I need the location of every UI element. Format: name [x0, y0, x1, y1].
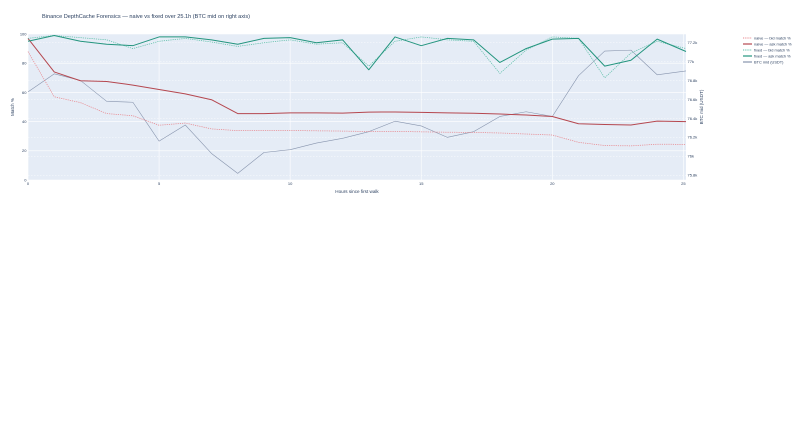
y2-tick-label: 77k	[688, 59, 694, 64]
y-tick-label: 20	[22, 148, 27, 153]
x-tick-label: 15	[419, 181, 424, 186]
y-axis-ticks: 0 20 40 60 80 100	[20, 31, 27, 182]
x-axis-ticks: 0 5 10 15 20 25	[27, 181, 686, 186]
y-tick-label: 60	[22, 90, 27, 95]
y2-tick-label: 75.8k	[688, 173, 698, 178]
x-tick-label: 25	[681, 181, 686, 186]
series-lines	[27, 34, 687, 174]
x-tick-label: 5	[158, 181, 161, 186]
y2-axis-title: BTC mid (USDT)	[699, 89, 704, 124]
legend-label: fixed — ask match %	[754, 53, 791, 58]
legend-label: naive — ask match %	[754, 41, 792, 46]
y2-tick-label: 76.8k	[688, 78, 698, 83]
chart-title: Binance DepthCache Forensics — naive vs …	[42, 14, 250, 20]
legend[interactable]: naive — bid match %naive — ask match %fi…	[743, 35, 792, 64]
y2-tick-label: 76.2k	[688, 135, 698, 140]
y-tick-label: 100	[20, 31, 27, 36]
series-line	[27, 49, 687, 174]
y2-axis-ticks: 75.8k 76k 76.2k 76.4k 76.6k 76.8k 77k 77.2k	[688, 40, 698, 178]
y2-tick-label: 76.6k	[688, 97, 698, 102]
x-axis-title: Hours since first walk	[335, 189, 379, 194]
series-line	[27, 51, 687, 147]
legend-label: fixed — bid match %	[754, 47, 790, 52]
legend-label: BTC mid (USDT)	[754, 59, 784, 64]
x-tick-label: 20	[550, 181, 555, 186]
legend-label: naive — bid match %	[754, 35, 791, 40]
y-tick-label: 0	[24, 177, 27, 182]
x-tick-label: 0	[27, 181, 30, 186]
y-axis-title: Match %	[10, 98, 15, 116]
y-tick-label: 40	[22, 119, 27, 124]
y-tick-label: 80	[22, 61, 27, 66]
plot-area	[28, 34, 686, 180]
x-tick-label: 10	[288, 181, 293, 186]
y2-tick-label: 76k	[688, 154, 694, 159]
y2-tick-label: 77.2k	[688, 40, 698, 45]
y2-tick-label: 76.4k	[688, 116, 698, 121]
series-line	[27, 38, 687, 126]
grid-lines	[27, 33, 686, 181]
series-line	[27, 34, 687, 71]
